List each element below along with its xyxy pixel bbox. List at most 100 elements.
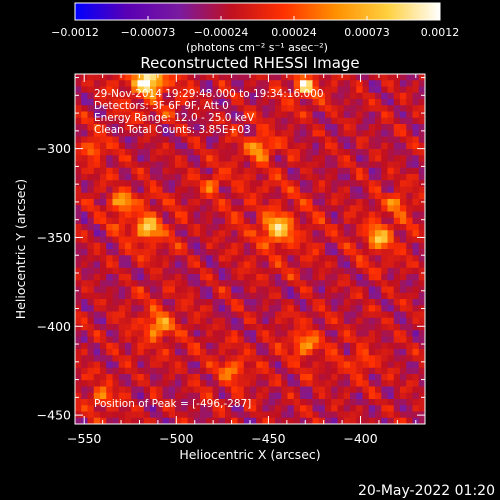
heatmap-cell [100,92,107,100]
heatmap-cell [331,411,338,419]
heatmap-cell [175,305,182,312]
heatmap-cell [206,355,213,362]
heatmap-cell [381,311,388,319]
heatmap-cell [212,311,220,319]
heatmap-cell [75,242,82,250]
heatmap-cell [231,405,238,412]
heatmap-cell [231,199,238,206]
heatmap-cell [143,411,151,419]
heatmap-cell [156,361,163,369]
heatmap-cell [262,274,270,281]
heatmap-cell [206,367,213,375]
heatmap-cell [306,136,313,144]
heatmap-cell [406,174,413,181]
heatmap-cell [418,280,425,287]
heatmap-cell [412,361,420,369]
heatmap-cell [150,161,157,169]
heatmap-cell [256,130,263,137]
heatmap-cell [137,180,145,187]
heatmap-cell [250,174,257,181]
heatmap-cell [212,361,220,369]
heatmap-cell [375,205,382,212]
heatmap-cell [362,161,370,169]
heatmap-cell [137,117,145,125]
heatmap-cell [406,311,413,319]
heatmap-cell [262,236,270,244]
heatmap-cell [375,105,382,112]
heatmap-cell [393,86,401,94]
heatmap-cell [193,292,201,300]
heatmap-cell [125,86,132,94]
heatmap-cell [162,205,170,212]
heatmap-cell [331,155,338,162]
heatmap-cell [243,299,251,306]
heatmap-cell [250,386,257,394]
heatmap-cell [206,317,213,325]
heatmap-cell [156,205,163,212]
heatmap-cell [118,149,126,156]
heatmap-cell [87,124,95,131]
heatmap-cell [225,280,232,287]
heatmap-cell [306,236,313,244]
heatmap-cell [381,99,388,106]
heatmap-cell [337,130,345,137]
heatmap-cell [125,92,132,100]
heatmap-cell [162,149,170,156]
heatmap-cell [400,224,407,231]
heatmap-cell [306,186,313,194]
heatmap-cell [156,280,163,287]
colorbar-tick-label: −0.0012 [51,26,99,39]
heatmap-cell [231,130,238,137]
heatmap-cell [268,355,276,362]
heatmap-cell [193,392,201,400]
heatmap-cell [87,92,95,100]
heatmap-cell [306,355,313,362]
heatmap-cell [250,355,257,362]
heatmap-cell [393,361,401,369]
heatmap-cell [131,86,138,94]
heatmap-cell [81,286,88,294]
heatmap-cell [375,261,382,269]
heatmap-cell [293,80,301,87]
heatmap-cell [193,205,201,212]
heatmap-cell [187,224,195,231]
heatmap-cell [293,267,301,275]
heatmap-cell [200,286,207,294]
heatmap-cell [387,386,395,394]
heatmap-cell [250,417,257,424]
heatmap-cell [137,386,145,394]
heatmap-cell [368,311,376,319]
heatmap-cell [387,230,395,237]
heatmap-cell [81,249,88,256]
heatmap-cell [225,330,232,337]
heatmap-cell [400,174,407,181]
heatmap-cell [250,274,257,281]
heatmap-cell [381,224,388,231]
heatmap-cell [150,124,157,131]
heatmap-cell [143,80,151,87]
heatmap-cell [143,167,151,175]
heatmap-cell [362,92,370,100]
heatmap-cell [350,299,357,306]
heatmap-cell [275,280,282,287]
heatmap-cell [175,180,182,187]
heatmap-cell [150,386,157,394]
heatmap-cell [200,249,207,256]
heatmap-cell [125,249,132,256]
heatmap-cell [75,236,82,244]
heatmap-cell [400,417,407,424]
heatmap-cell [343,405,351,412]
heatmap-cell [206,249,213,256]
heatmap-cell [350,99,357,106]
heatmap-cell [250,411,257,419]
heatmap-cell [131,324,138,331]
heatmap-cell [175,399,182,406]
heatmap-cell [175,199,182,206]
heatmap-cell [362,274,370,281]
heatmap-cell [331,286,338,294]
heatmap-cell [250,324,257,331]
heatmap-cell [193,199,201,206]
heatmap-cell [87,411,95,419]
heatmap-cell [212,117,220,125]
heatmap-cell [406,286,413,294]
